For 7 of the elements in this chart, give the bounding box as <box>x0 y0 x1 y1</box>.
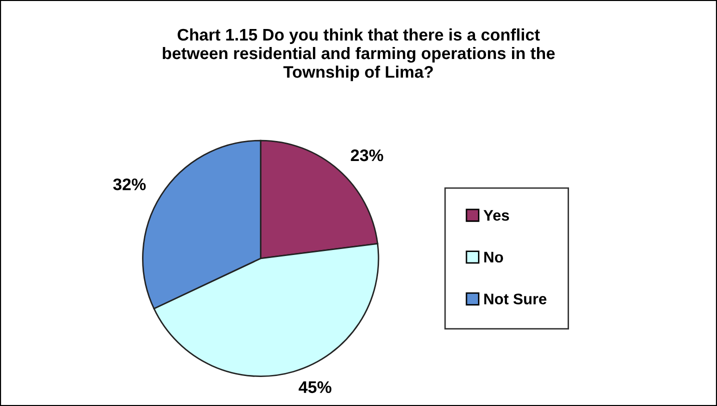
data-label: 45% <box>298 381 332 394</box>
data-label: 23% <box>350 149 384 162</box>
legend-label: No <box>484 252 504 263</box>
data-label: 32% <box>113 178 146 190</box>
chart-title: Chart 1.15 Do you think that there is a conflict between residential and farming operations in the Township of Lima? <box>162 28 555 82</box>
legend-label: Yes <box>484 210 509 221</box>
legend-label: Not Sure <box>484 294 546 304</box>
